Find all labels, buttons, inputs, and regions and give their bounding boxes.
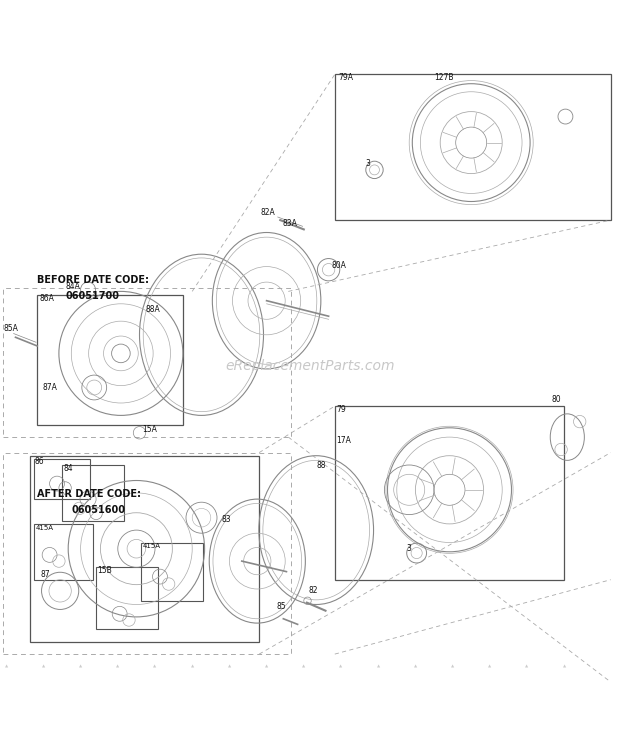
Bar (34, 524, 93, 580)
Bar (62, 465, 124, 521)
Text: 3: 3 (365, 159, 370, 168)
Text: 79: 79 (337, 405, 347, 414)
Text: 15B: 15B (97, 566, 112, 575)
Text: 87A: 87A (42, 383, 57, 392)
Text: 86: 86 (35, 457, 45, 466)
Bar (335, 74, 611, 220)
Text: 06051600: 06051600 (71, 504, 125, 515)
Bar (3, 452, 291, 654)
Text: 84: 84 (64, 464, 74, 472)
Text: ▲: ▲ (302, 664, 306, 669)
Text: AFTER DATE CODE:: AFTER DATE CODE: (37, 489, 141, 499)
Text: ▲: ▲ (488, 664, 492, 669)
Text: 3: 3 (406, 544, 411, 554)
Text: 127B: 127B (434, 73, 453, 82)
Text: ▲: ▲ (42, 664, 45, 669)
Bar (37, 295, 183, 425)
Bar (335, 406, 564, 580)
Text: 88: 88 (316, 461, 326, 469)
Text: ▲: ▲ (190, 664, 194, 669)
Text: ▲: ▲ (562, 664, 566, 669)
Text: 17A: 17A (337, 436, 352, 445)
Bar (141, 542, 203, 601)
Text: 83: 83 (222, 515, 232, 524)
Text: 80: 80 (552, 395, 562, 405)
Text: ▲: ▲ (265, 664, 268, 669)
Text: 415A: 415A (143, 542, 161, 548)
Text: ▲: ▲ (339, 664, 343, 669)
Bar (30, 455, 259, 641)
Text: 87: 87 (40, 570, 50, 580)
Text: ▲: ▲ (228, 664, 231, 669)
Text: 415A: 415A (35, 525, 53, 531)
Bar (3, 289, 291, 437)
Text: ▲: ▲ (376, 664, 380, 669)
Text: 82A: 82A (260, 208, 275, 217)
Text: ▲: ▲ (4, 664, 8, 669)
Text: ▲: ▲ (116, 664, 120, 669)
Text: ▲: ▲ (414, 664, 417, 669)
Text: 82: 82 (309, 586, 318, 594)
Text: ▲: ▲ (153, 664, 157, 669)
Bar (34, 459, 90, 499)
Text: eReplacementParts.com: eReplacementParts.com (225, 359, 395, 373)
Text: ▲: ▲ (79, 664, 82, 669)
Text: 80A: 80A (332, 261, 347, 270)
Text: ▲: ▲ (525, 664, 529, 669)
Text: 88A: 88A (146, 306, 161, 315)
Text: 84A: 84A (65, 282, 80, 291)
Text: 83A: 83A (282, 219, 297, 228)
Text: BEFORE DATE CODE:: BEFORE DATE CODE: (37, 275, 149, 285)
Bar (96, 567, 158, 629)
Text: 86A: 86A (39, 295, 54, 304)
Text: 06051700: 06051700 (65, 291, 119, 301)
Text: ▲: ▲ (451, 664, 454, 669)
Text: 85: 85 (277, 602, 286, 611)
Text: 15A: 15A (143, 425, 157, 434)
Text: 85A: 85A (3, 324, 18, 333)
Text: 79A: 79A (338, 73, 353, 82)
